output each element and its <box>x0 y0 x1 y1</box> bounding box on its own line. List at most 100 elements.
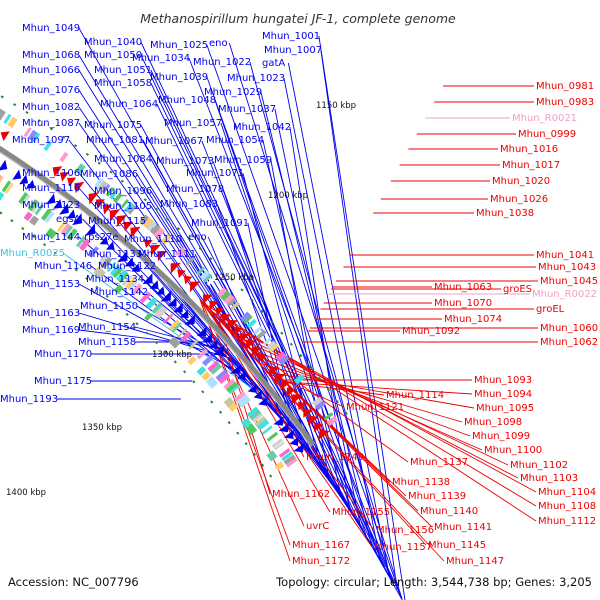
gene-label[interactable]: Mhun_1122 <box>98 261 156 272</box>
gene-label[interactable]: Mhun_1172 <box>292 556 350 567</box>
gene-label[interactable]: Mhun_1162 <box>272 489 330 500</box>
gene-label[interactable]: rps27e <box>84 232 119 243</box>
gene-label[interactable]: Mhun_1134 <box>86 274 144 285</box>
gene-label[interactable]: Mhun_1144 <box>22 232 80 243</box>
gene-label[interactable]: Mhun_1049 <box>22 23 80 34</box>
gene-label[interactable]: Mhun_1068 <box>22 50 80 61</box>
gene-label[interactable]: groEL <box>536 304 565 315</box>
gene-label[interactable]: eno <box>209 38 228 49</box>
gene-label[interactable]: Mhun_1104 <box>538 487 596 498</box>
gene-label[interactable]: Mhun_1142 <box>90 287 148 298</box>
gene-label[interactable]: Mhun_1026 <box>490 194 548 205</box>
gene-label[interactable]: Mhun_1007 <box>264 45 322 56</box>
gene-label[interactable]: Mhun_1163 <box>22 308 80 319</box>
gene-label[interactable]: Mhun_1017 <box>502 160 560 171</box>
gene-label[interactable]: Mhun_1098 <box>464 417 522 428</box>
gene-label[interactable]: egsA <box>56 214 81 225</box>
gene-label[interactable]: Mhun_1140 <box>420 506 478 517</box>
gene-label[interactable]: Mhun_1001 <box>262 31 320 42</box>
gene-label[interactable]: Mhun_1071 <box>186 168 244 179</box>
gene-label[interactable]: Mhun_1076 <box>22 85 80 96</box>
gene-label[interactable]: Mhun_1041 <box>536 250 594 261</box>
gene-label[interactable]: Mhun_1048 <box>158 95 216 106</box>
gene-label[interactable]: Mhun_1074 <box>444 314 502 325</box>
gene-label[interactable]: Mhun_1070 <box>434 298 492 309</box>
gene-label[interactable]: Mhun_1050 <box>84 50 142 61</box>
gene-label[interactable]: Mhun_1094 <box>474 389 532 400</box>
gene-label[interactable]: Mhun_1150 <box>80 301 138 312</box>
gene-label[interactable]: Mhun_1116 <box>22 183 80 194</box>
gene-label[interactable]: Mhun_R0025 <box>0 248 65 259</box>
gene-label[interactable]: Mhun_1022 <box>193 57 251 68</box>
gene-label[interactable]: Mhun_1108 <box>538 501 596 512</box>
gene-label[interactable]: Mhun_1062 <box>540 337 598 348</box>
gene-label[interactable]: Mhun_1081 <box>86 135 144 146</box>
gene-label[interactable]: Mhun_1051 <box>94 65 152 76</box>
gene-label[interactable]: Mhun_0999 <box>518 129 576 140</box>
gene-label[interactable]: Mhun_1064 <box>100 99 158 110</box>
gene-label[interactable]: Mhun_1029 <box>204 87 262 98</box>
gene-label[interactable]: eno <box>188 232 207 243</box>
gene-label[interactable]: Mhun_1158 <box>78 337 136 348</box>
gene-label[interactable]: Mhun_1145 <box>428 540 486 551</box>
gene-label[interactable]: Mhun_1037 <box>218 104 276 115</box>
gene-label[interactable]: Mhun_1067 <box>145 136 203 147</box>
gene-label[interactable]: Mhun_1078 <box>166 184 224 195</box>
gene-label[interactable]: Mhun_1111 <box>138 249 196 260</box>
gene-label[interactable]: Mhun_1141 <box>434 522 492 533</box>
gene-label[interactable]: Mhun_1073 <box>156 156 214 167</box>
gene-label[interactable]: uvrC <box>306 521 329 532</box>
gene-label[interactable]: Mhun_R0022 <box>532 289 597 300</box>
gene-label[interactable]: Mhun_1063 <box>434 282 492 293</box>
gene-label[interactable]: Mhun_1169 <box>22 325 80 336</box>
gene-label[interactable]: Mhun_1102 <box>510 460 568 471</box>
gene-label[interactable]: Mhun_1167 <box>292 540 350 551</box>
gene-label[interactable]: Mhun_1123 <box>22 200 80 211</box>
gene-label[interactable]: Mhun_1054 <box>206 135 264 146</box>
gene-label[interactable]: Mhun_1147 <box>446 556 504 567</box>
gene-label[interactable]: Mhun_1097 <box>12 135 70 146</box>
gene-label[interactable]: Mhun_1138 <box>392 477 450 488</box>
gene-label[interactable]: Mhun_1121 <box>346 402 404 413</box>
gene-label[interactable]: groES <box>503 284 532 295</box>
gene-label[interactable]: Mhun_1175 <box>34 376 92 387</box>
gene-label[interactable]: Mhun_R0021 <box>512 113 577 124</box>
gene-label[interactable]: Mhun_1058 <box>94 78 152 89</box>
gene-label[interactable]: Mhun_1095 <box>476 403 534 414</box>
gene-label[interactable]: Mhun_1083 <box>160 199 218 210</box>
gene-label[interactable]: Mhun_1023 <box>227 73 285 84</box>
gene-label[interactable]: Mhun_1170 <box>34 349 92 360</box>
gene-label[interactable]: Mhun_1105 <box>94 201 152 212</box>
gene-label[interactable]: Mhun_1045 <box>540 276 598 287</box>
gene-label[interactable]: Mhun_1193 <box>0 394 58 405</box>
gene-label[interactable]: Mhun_1066 <box>22 65 80 76</box>
gene-label[interactable]: Mhun_1087 <box>22 118 80 129</box>
gene-label[interactable]: Mhun_1060 <box>540 323 598 334</box>
gene-label[interactable]: Mhun_1039 <box>150 72 208 83</box>
gene-label[interactable]: Mhun_1115 <box>88 216 146 227</box>
gene-label[interactable]: Mhun_1093 <box>474 375 532 386</box>
gene-label[interactable]: Mhun_1096 <box>94 186 152 197</box>
gene-label[interactable]: Mhun_1020 <box>492 176 550 187</box>
gene-label[interactable]: Mhun_1106 <box>22 168 80 179</box>
gene-label[interactable]: Mhun_1103 <box>520 473 578 484</box>
gene-label[interactable]: Mhun_1146 <box>34 261 92 272</box>
gene-label[interactable]: Mhun_1038 <box>476 208 534 219</box>
gene-label[interactable]: Mhun_1042 <box>233 122 291 133</box>
gene-label[interactable]: Mhun_1099 <box>472 431 530 442</box>
gene-label[interactable]: Mhun_1156 <box>376 525 434 536</box>
gene-label[interactable]: Mhun_1034 <box>132 53 190 64</box>
gene-label[interactable]: Mhun_1110 <box>124 234 182 245</box>
gene-label[interactable]: Mhun_1025 <box>150 40 208 51</box>
gene-label[interactable]: Mhun_1112 <box>538 516 596 527</box>
gene-label[interactable]: Mhun_1040 <box>84 37 142 48</box>
gene-label[interactable]: Mhun_1100 <box>484 445 542 456</box>
gene-label[interactable]: Mhun_1091 <box>191 218 249 229</box>
gene-label[interactable]: Mhun_1114 <box>386 390 444 401</box>
gene-label[interactable]: Mhun_0981 <box>536 81 594 92</box>
gene-label[interactable]: Mhun_1133 <box>84 249 142 260</box>
gene-label[interactable]: Mhun_1092 <box>402 326 460 337</box>
gene-label[interactable]: Mhun_1086 <box>80 169 138 180</box>
gene-label[interactable]: gatA <box>262 58 285 69</box>
gene-label[interactable]: Mhun_1153 <box>22 279 80 290</box>
